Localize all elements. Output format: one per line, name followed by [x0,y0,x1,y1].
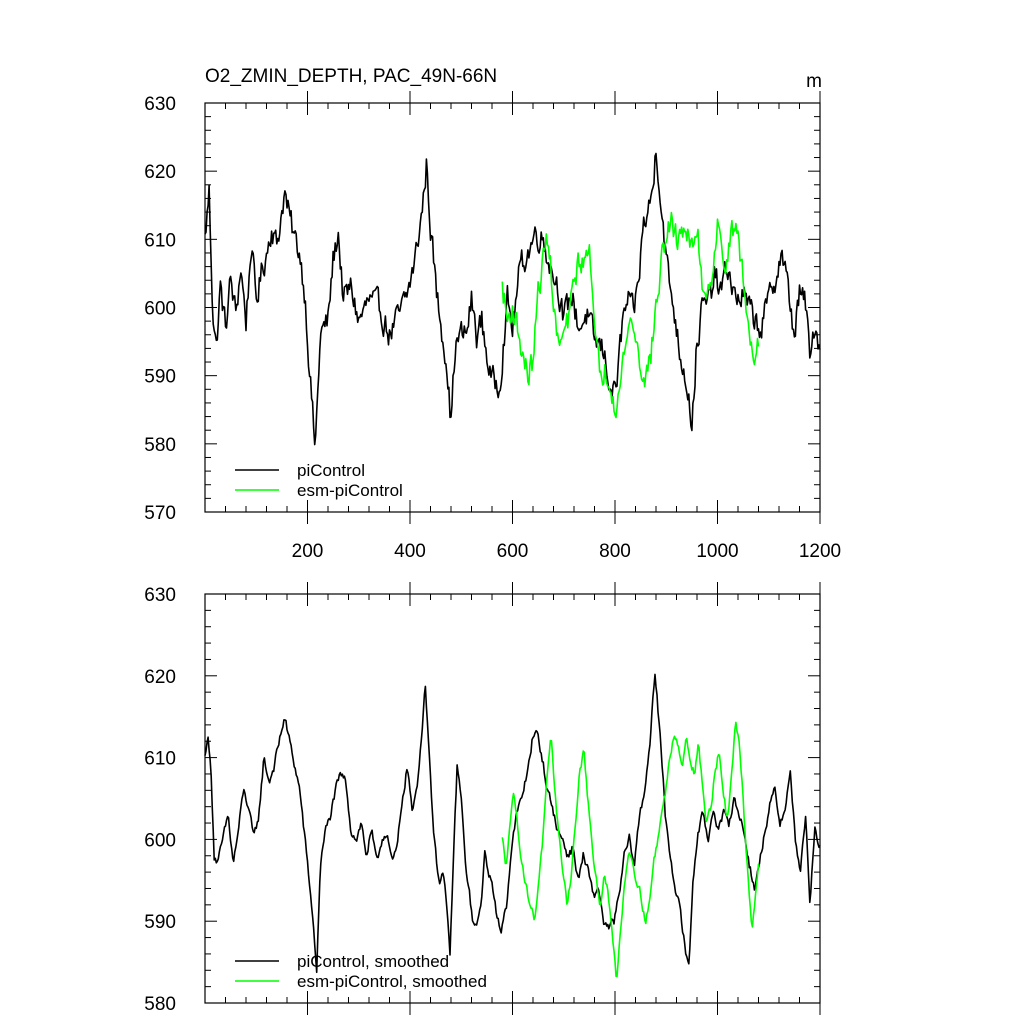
x-tick-label: 1200 [799,541,841,562]
units-label: m [806,71,822,92]
y-tick-label: 600 [144,299,176,320]
x-tick-label: 200 [292,541,324,562]
series-line-esm-picontrol-smoothed [501,721,760,978]
series-line-esm-picontrol [501,211,760,419]
legend-label: piControl [297,461,365,480]
x-tick-label: 1000 [696,541,738,562]
x-tick-label: 800 [599,541,631,562]
y-tick-label: 590 [144,367,176,388]
y-tick-label: 610 [144,230,176,251]
x-tick-label: 600 [497,541,529,562]
bottom-panel: 580 590 600 610 620 630 piControl, smoothedesm… [144,582,821,1015]
legend-label: piControl, smoothed [297,952,449,971]
top-panel: 570 580 590 600 610 620 630 200 400 600 800 1000 120… [144,91,841,562]
y-tick-label: 580 [144,994,176,1015]
chart-title: O2_ZMIN_DEPTH, PAC_49N-66N [205,66,497,87]
legend-label: esm-piControl, smoothed [297,972,487,991]
y-tick-label: 610 [144,749,176,770]
series-line-picontrol [204,152,821,446]
series-line-picontrol-smoothed [204,673,821,974]
y-tick-label: 580 [144,435,176,456]
y-tick-label: 630 [144,94,176,115]
y-tick-label: 630 [144,585,176,606]
y-tick-label: 600 [144,830,176,851]
y-tick-label: 620 [144,162,176,183]
legend-label: esm-piControl [297,481,403,500]
x-tick-label: 400 [394,541,426,562]
y-tick-label: 620 [144,667,176,688]
y-tick-label: 570 [144,503,176,524]
y-tick-label: 590 [144,912,176,933]
